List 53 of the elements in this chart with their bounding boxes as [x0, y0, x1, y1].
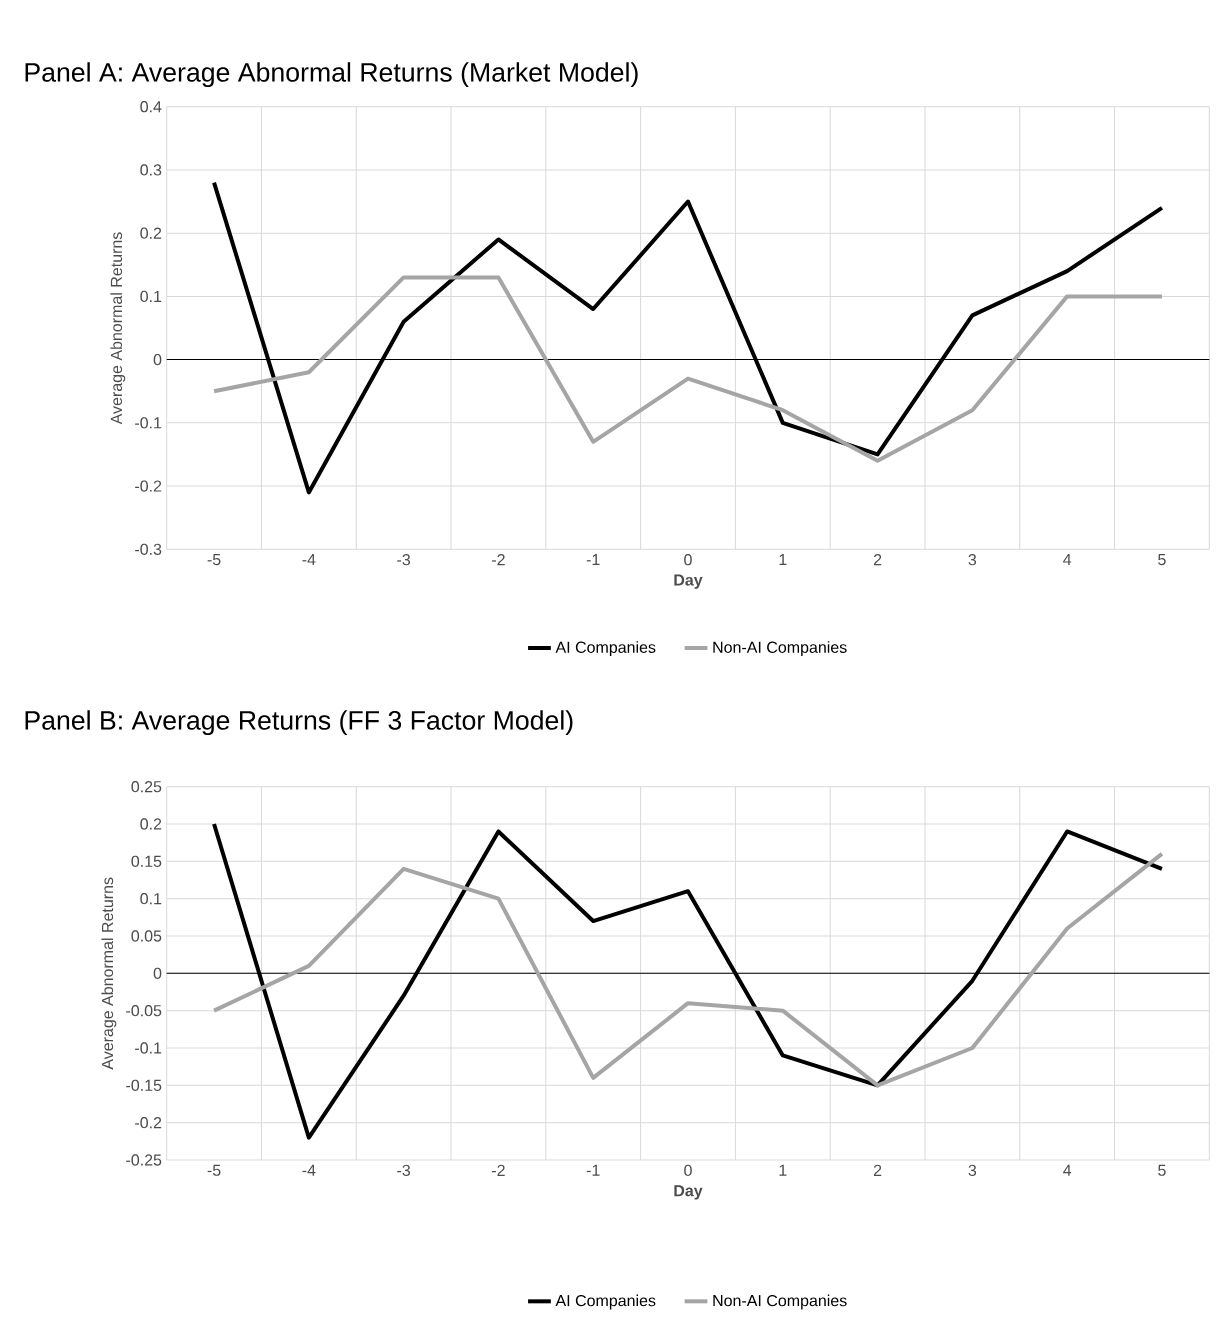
x-tick-label: 3 [968, 1164, 977, 1177]
y-tick-label: 0 [153, 353, 162, 366]
x-tick-label: -4 [302, 1164, 316, 1176]
y-tick-label: 0 [153, 967, 162, 979]
y-tick-label: 0.05 [131, 930, 162, 942]
y-tick-label: -0.1 [135, 417, 162, 429]
y-tick-label: 0.2 [140, 227, 162, 239]
legend-label: AI Companies [555, 641, 656, 657]
y-tick-label: -0.2 [135, 1117, 162, 1129]
x-tick-label: 5 [1158, 1164, 1166, 1176]
line-series [212, 851, 1164, 1088]
x-tick-label: 2 [873, 1164, 882, 1176]
y-tick-label: -0.15 [126, 1079, 162, 1091]
x-tick-label: -5 [207, 1164, 221, 1176]
x-tick-label: 0 [684, 1164, 692, 1177]
x-tick-label: -3 [397, 1164, 411, 1177]
y-axis-title: Average Abnormal Returns [110, 232, 126, 425]
y-tick-label: -0.25 [126, 1154, 162, 1166]
x-tick-label: 5 [1158, 554, 1166, 566]
x-tick-label: -3 [397, 554, 411, 566]
x-tick-label: -2 [492, 1164, 505, 1176]
line-series [212, 275, 1164, 463]
x-tick-label: 4 [1063, 1164, 1072, 1176]
y-axis-title: Average Abnormal Returns [101, 877, 117, 1070]
legend-label: AI Companies [555, 1294, 656, 1310]
y-tick-label: 0.15 [131, 855, 162, 867]
x-tick-label: -2 [492, 554, 505, 566]
y-tick-label: 0.4 [140, 101, 162, 113]
legend-label: Non-AI Companies [713, 1294, 847, 1310]
chart-title: Panel A: Average Abnormal Returns (Market Model) [25, 62, 638, 88]
y-tick-label: 0.2 [140, 818, 162, 830]
y-tick-label: -0.3 [135, 543, 162, 555]
x-tick-label: -5 [207, 554, 221, 566]
y-tick-label: -0.05 [126, 1005, 162, 1017]
x-tick-label: -1 [586, 554, 600, 566]
x-tick-label: -4 [302, 554, 316, 566]
x-axis-title: Day [674, 574, 703, 589]
x-tick-label: 2 [873, 554, 882, 566]
chart-title: Panel B: Average Returns (FF 3 Factor Model) [25, 710, 573, 736]
y-tick-label: -0.1 [135, 1042, 162, 1054]
x-tick-label: 1 [779, 554, 787, 566]
y-tick-label: 0.1 [140, 893, 162, 905]
x-tick-label: 4 [1063, 554, 1072, 566]
x-axis-title: Day [674, 1185, 703, 1200]
legend-label: Non-AI Companies [713, 641, 847, 657]
x-tick-label: 1 [779, 1164, 787, 1176]
y-tick-label: 0.25 [131, 781, 162, 793]
x-tick-label: -1 [586, 1164, 600, 1176]
x-tick-label: 3 [968, 554, 977, 566]
y-tick-label: 0.1 [140, 290, 162, 303]
x-tick-label: 0 [684, 554, 692, 566]
y-tick-label: 0.3 [140, 164, 162, 176]
y-tick-label: -0.2 [135, 480, 162, 492]
